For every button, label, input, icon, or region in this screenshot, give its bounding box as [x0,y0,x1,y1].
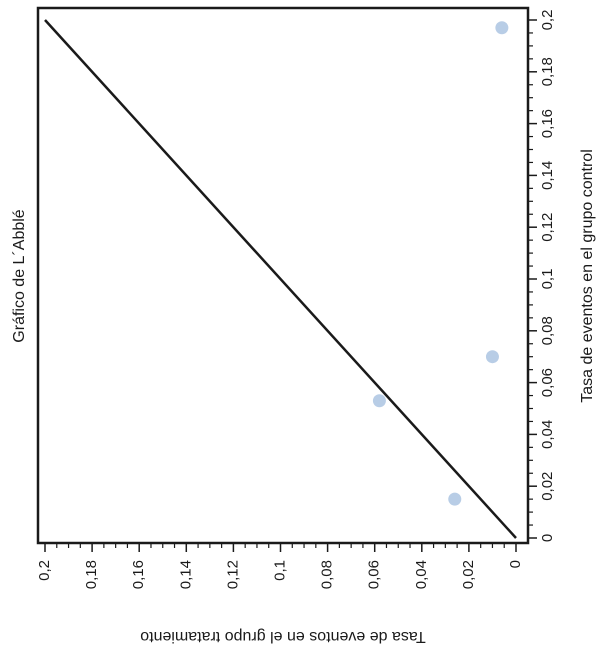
y-axis-label: Tasa de eventos en el grupo tratamiento [140,628,426,645]
x-tick-label: 0,12 [539,213,556,242]
y-tick-label: 0,18 [83,560,100,589]
x-tick-label: 0 [539,534,556,542]
data-point [448,492,462,506]
y-tick-label: 0,04 [413,560,430,589]
y-tick-label: 0,14 [177,560,194,589]
x-tick-label: 0,04 [539,420,556,449]
data-point [495,21,509,35]
y-tick-label: 0,12 [224,560,241,589]
chart-title: Gráfico de L´Abblé [11,209,28,343]
x-tick-label: 0,16 [539,109,556,138]
x-axis-label: Tasa de eventos en el grupo control [579,149,596,403]
x-tick-label: 0,08 [539,316,556,345]
plot-frame [36,6,530,545]
data-point [372,394,386,408]
x-axis-ticks: 0 0,02 0,04 0,06 0,08 0,1 0,12 0,14 0,16 0,18 0,2 [528,10,556,542]
x-tick-label: 0,2 [539,10,556,31]
x-tick-label: 0,14 [539,161,556,190]
y-tick-label: 0,06 [366,560,383,589]
y-tick-label: 0,08 [319,560,336,589]
y-tick-label: 0 [507,560,524,568]
y-tick-label: 0,2 [36,560,53,581]
x-tick-label: 0,18 [539,57,556,86]
y-axis-ticks: 0 0,02 0,04 0,06 0,08 0,1 0,12 0,14 0,16 0,18 0,2 [36,543,524,589]
x-tick-label: 0,1 [539,269,556,290]
x-tick-label: 0,06 [539,368,556,397]
x-tick-label: 0,02 [539,472,556,501]
y-tick-label: 0,1 [271,560,288,581]
data-point [485,350,499,364]
y-tick-label: 0,16 [130,560,147,589]
y-tick-label: 0,02 [460,560,477,589]
data-points [372,21,509,506]
reference-line [44,19,517,539]
